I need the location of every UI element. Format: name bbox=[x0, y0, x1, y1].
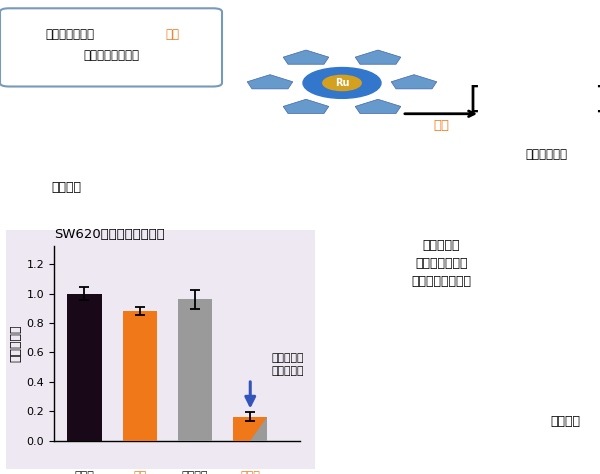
Text: 触媒: 触媒 bbox=[433, 119, 449, 132]
Polygon shape bbox=[355, 99, 401, 113]
FancyBboxPatch shape bbox=[0, 224, 323, 474]
Polygon shape bbox=[247, 74, 293, 89]
Text: コント
ロール: コント ロール bbox=[74, 471, 94, 474]
Text: ルテニウム
触媒反応による
細胞への貼り付け: ルテニウム 触媒反応による 細胞への貼り付け bbox=[412, 239, 472, 289]
FancyBboxPatch shape bbox=[0, 9, 222, 87]
Text: 触媒＋
ペプチド: 触媒＋ ペプチド bbox=[237, 471, 263, 474]
Text: ペプチド: ペプチド bbox=[182, 471, 208, 474]
Text: 共処理のみ
抗がん活性: 共処理のみ 抗がん活性 bbox=[271, 353, 304, 376]
Polygon shape bbox=[250, 417, 268, 441]
Polygon shape bbox=[283, 50, 329, 64]
Text: [: [ bbox=[468, 85, 480, 114]
Text: Ru: Ru bbox=[335, 78, 349, 88]
Text: 反応性中間体: 反応性中間体 bbox=[525, 147, 567, 161]
Text: 単独では毒性なし: 単独では毒性なし bbox=[83, 49, 139, 62]
Text: がん細胞: がん細胞 bbox=[550, 415, 580, 428]
Text: ペプチドおよび: ペプチドおよび bbox=[45, 28, 94, 41]
Circle shape bbox=[323, 75, 361, 91]
Text: 触媒: 触媒 bbox=[133, 471, 146, 474]
Text: ]: ] bbox=[594, 85, 600, 114]
Polygon shape bbox=[283, 99, 329, 113]
Bar bbox=[67, 293, 101, 441]
Text: ペプチド: ペプチド bbox=[51, 181, 81, 194]
Polygon shape bbox=[355, 50, 401, 64]
Polygon shape bbox=[391, 74, 437, 89]
Bar bbox=[122, 311, 157, 441]
Y-axis label: 細胞生存率: 細胞生存率 bbox=[10, 325, 22, 363]
Bar bbox=[233, 417, 268, 441]
Text: SW620細胞への毒性試験: SW620細胞への毒性試験 bbox=[54, 228, 165, 241]
Text: 触媒: 触媒 bbox=[165, 28, 179, 41]
Circle shape bbox=[303, 67, 381, 99]
Bar bbox=[178, 300, 212, 441]
